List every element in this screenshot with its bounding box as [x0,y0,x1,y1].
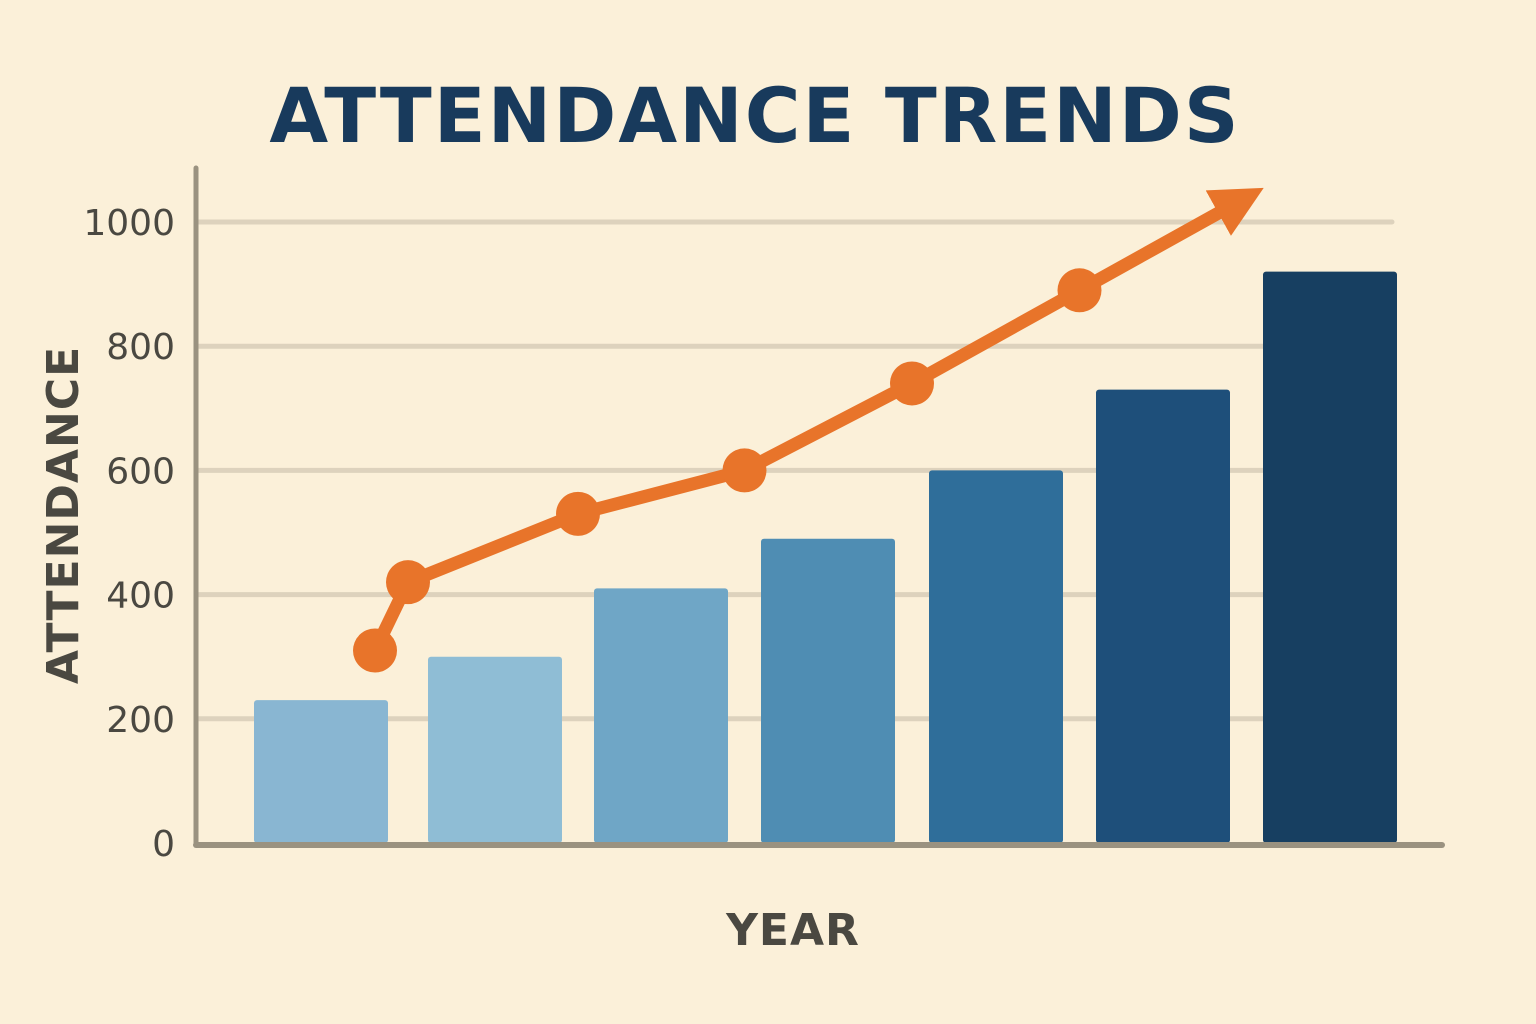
trend-point [722,448,767,493]
bar [929,470,1063,843]
trend-point [556,491,600,536]
y-tick-label: 200 [106,700,175,741]
y-tick-label: 800 [106,327,175,368]
y-tick-label: 1000 [83,203,175,244]
y-tick-labels: 0 200 400 600 800 1000 [83,203,175,865]
trend-point [386,560,430,605]
bar [1263,271,1397,843]
trend-line-series [353,187,1264,673]
x-axis-label: YEAR [725,905,860,956]
bar [428,656,562,843]
bar-series [254,271,1397,843]
trend-arrow [1073,187,1264,297]
trend-point [1057,268,1102,313]
y-tick-label: 0 [152,824,175,865]
chart-title: ATTENDANCE TRENDS [269,71,1240,160]
trend-point [890,361,934,406]
y-tick-label: 400 [106,576,175,617]
bar [1096,389,1230,843]
y-axis-label: ATTENDANCE [38,346,89,684]
bar [761,538,895,843]
bar [254,700,388,843]
y-tick-label: 600 [106,451,175,492]
trend-point [353,628,397,673]
bar [594,588,728,843]
